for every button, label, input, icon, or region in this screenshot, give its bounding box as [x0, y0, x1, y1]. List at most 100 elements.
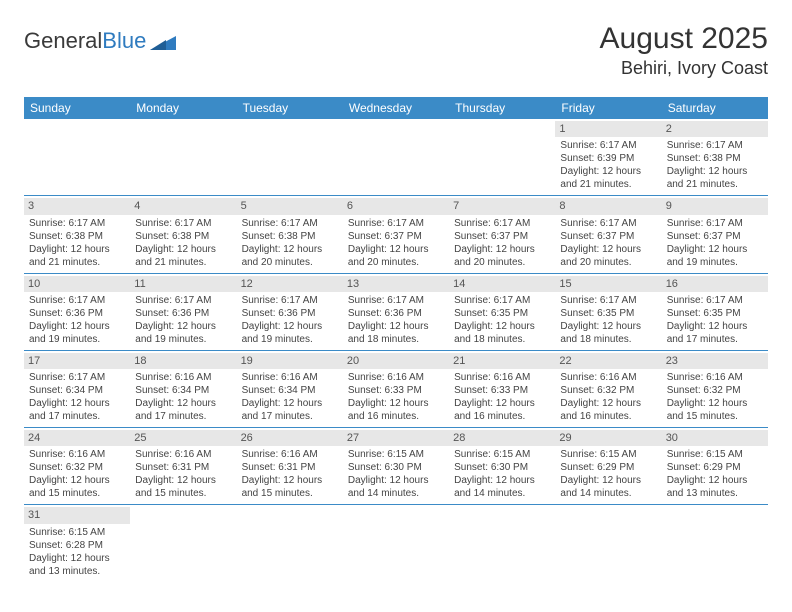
sunset-text: Sunset: 6:33 PM [348, 384, 444, 397]
day-cell: 31Sunrise: 6:15 AMSunset: 6:28 PMDayligh… [24, 505, 130, 581]
week-row: 24Sunrise: 6:16 AMSunset: 6:32 PMDayligh… [24, 428, 768, 505]
day-header: Tuesday [237, 97, 343, 119]
day-number: 21 [449, 353, 555, 369]
sunset-text: Sunset: 6:31 PM [242, 461, 338, 474]
sunset-text: Sunset: 6:36 PM [348, 307, 444, 320]
day-number: 22 [555, 353, 661, 369]
sunrise-text: Sunrise: 6:17 AM [242, 294, 338, 307]
day-number: 9 [662, 198, 768, 214]
day-cell: 14Sunrise: 6:17 AMSunset: 6:35 PMDayligh… [449, 274, 555, 350]
daylight-text: Daylight: 12 hours and 17 minutes. [29, 397, 125, 423]
day-cell: 11Sunrise: 6:17 AMSunset: 6:36 PMDayligh… [130, 274, 236, 350]
day-cell: 21Sunrise: 6:16 AMSunset: 6:33 PMDayligh… [449, 351, 555, 427]
sunrise-text: Sunrise: 6:17 AM [348, 294, 444, 307]
daylight-text: Daylight: 12 hours and 13 minutes. [667, 474, 763, 500]
sunset-text: Sunset: 6:34 PM [29, 384, 125, 397]
sunset-text: Sunset: 6:32 PM [667, 384, 763, 397]
daylight-text: Daylight: 12 hours and 19 minutes. [135, 320, 231, 346]
sunrise-text: Sunrise: 6:16 AM [667, 371, 763, 384]
page-header: GeneralBlue August 2025 Behiri, Ivory Co… [24, 22, 768, 79]
location: Behiri, Ivory Coast [600, 58, 768, 79]
day-number: 4 [130, 198, 236, 214]
day-cell [449, 505, 555, 581]
sunset-text: Sunset: 6:32 PM [29, 461, 125, 474]
daylight-text: Daylight: 12 hours and 21 minutes. [560, 165, 656, 191]
day-number: 16 [662, 276, 768, 292]
sunset-text: Sunset: 6:36 PM [242, 307, 338, 320]
day-cell [24, 119, 130, 195]
sunset-text: Sunset: 6:29 PM [560, 461, 656, 474]
day-number: 3 [24, 198, 130, 214]
day-header-row: Sunday Monday Tuesday Wednesday Thursday… [24, 97, 768, 119]
sunrise-text: Sunrise: 6:17 AM [560, 139, 656, 152]
weeks-container: 1Sunrise: 6:17 AMSunset: 6:39 PMDaylight… [24, 119, 768, 582]
title-block: August 2025 Behiri, Ivory Coast [600, 22, 768, 79]
day-cell: 29 Sunrise: 6:15 AMSunset: 6:29 PMDayligh… [555, 428, 661, 504]
daylight-text: Daylight: 12 hours and 16 minutes. [560, 397, 656, 423]
sunset-text: Sunset: 6:35 PM [560, 307, 656, 320]
logo-icon [150, 32, 176, 50]
sunrise-text: Sunrise: 6:17 AM [29, 294, 125, 307]
sunset-text: Sunset: 6:32 PM [560, 384, 656, 397]
day-number: 12 [237, 276, 343, 292]
day-cell: 15Sunrise: 6:17 AMSunset: 6:35 PMDayligh… [555, 274, 661, 350]
sunrise-text: Sunrise: 6:16 AM [560, 371, 656, 384]
sunrise-text: Sunrise: 6:16 AM [29, 448, 125, 461]
sunset-text: Sunset: 6:37 PM [348, 230, 444, 243]
sunrise-text: Sunrise: 6:17 AM [667, 294, 763, 307]
sunset-text: Sunset: 6:37 PM [454, 230, 550, 243]
week-row: 10Sunrise: 6:17 AMSunset: 6:36 PMDayligh… [24, 274, 768, 351]
day-number: 29 [555, 430, 661, 446]
daylight-text: Daylight: 12 hours and 21 minutes. [29, 243, 125, 269]
week-row: 31Sunrise: 6:15 AMSunset: 6:28 PMDayligh… [24, 505, 768, 581]
daylight-text: Daylight: 12 hours and 19 minutes. [667, 243, 763, 269]
daylight-text: Daylight: 12 hours and 14 minutes. [348, 474, 444, 500]
sunrise-text: Sunrise: 6:15 AM [348, 448, 444, 461]
sunrise-text: Sunrise: 6:17 AM [560, 294, 656, 307]
day-number: 18 [130, 353, 236, 369]
sunrise-text: Sunrise: 6:15 AM [560, 448, 656, 461]
day-cell: 2Sunrise: 6:17 AMSunset: 6:38 PMDaylight… [662, 119, 768, 195]
day-number: 19 [237, 353, 343, 369]
sunrise-text: Sunrise: 6:17 AM [667, 217, 763, 230]
logo-text-1: General [24, 28, 102, 54]
sunrise-text: Sunrise: 6:15 AM [29, 526, 125, 539]
daylight-text: Daylight: 12 hours and 15 minutes. [135, 474, 231, 500]
day-header: Monday [130, 97, 236, 119]
daylight-text: Daylight: 12 hours and 17 minutes. [135, 397, 231, 423]
sunset-text: Sunset: 6:34 PM [135, 384, 231, 397]
day-cell: 28Sunrise: 6:15 AMSunset: 6:30 PMDayligh… [449, 428, 555, 504]
sunrise-text: Sunrise: 6:17 AM [348, 217, 444, 230]
sunrise-text: Sunrise: 6:17 AM [667, 139, 763, 152]
day-cell [343, 119, 449, 195]
sunrise-text: Sunrise: 6:17 AM [135, 294, 231, 307]
day-cell [130, 119, 236, 195]
day-cell: 9Sunrise: 6:17 AMSunset: 6:37 PMDaylight… [662, 196, 768, 272]
day-cell: 13Sunrise: 6:17 AMSunset: 6:36 PMDayligh… [343, 274, 449, 350]
daylight-text: Daylight: 12 hours and 15 minutes. [242, 474, 338, 500]
day-number: 8 [555, 198, 661, 214]
day-cell [237, 505, 343, 581]
sunrise-text: Sunrise: 6:16 AM [135, 371, 231, 384]
day-header: Wednesday [343, 97, 449, 119]
calendar-page: GeneralBlue August 2025 Behiri, Ivory Co… [0, 0, 792, 582]
sunrise-text: Sunrise: 6:16 AM [454, 371, 550, 384]
daylight-text: Daylight: 12 hours and 20 minutes. [242, 243, 338, 269]
daylight-text: Daylight: 12 hours and 14 minutes. [454, 474, 550, 500]
sunrise-text: Sunrise: 6:17 AM [29, 371, 125, 384]
daylight-text: Daylight: 12 hours and 14 minutes. [560, 474, 656, 500]
day-cell: 27Sunrise: 6:15 AMSunset: 6:30 PMDayligh… [343, 428, 449, 504]
day-cell: 26Sunrise: 6:16 AMSunset: 6:31 PMDayligh… [237, 428, 343, 504]
day-number: 14 [449, 276, 555, 292]
daylight-text: Daylight: 12 hours and 21 minutes. [667, 165, 763, 191]
day-cell: 19Sunrise: 6:16 AMSunset: 6:34 PMDayligh… [237, 351, 343, 427]
day-cell: 20Sunrise: 6:16 AMSunset: 6:33 PMDayligh… [343, 351, 449, 427]
sunset-text: Sunset: 6:37 PM [560, 230, 656, 243]
month-title: August 2025 [600, 22, 768, 56]
day-number: 5 [237, 198, 343, 214]
week-row: 3Sunrise: 6:17 AMSunset: 6:38 PMDaylight… [24, 196, 768, 273]
day-number: 6 [343, 198, 449, 214]
day-cell [343, 505, 449, 581]
sunset-text: Sunset: 6:30 PM [454, 461, 550, 474]
day-cell: 10Sunrise: 6:17 AMSunset: 6:36 PMDayligh… [24, 274, 130, 350]
